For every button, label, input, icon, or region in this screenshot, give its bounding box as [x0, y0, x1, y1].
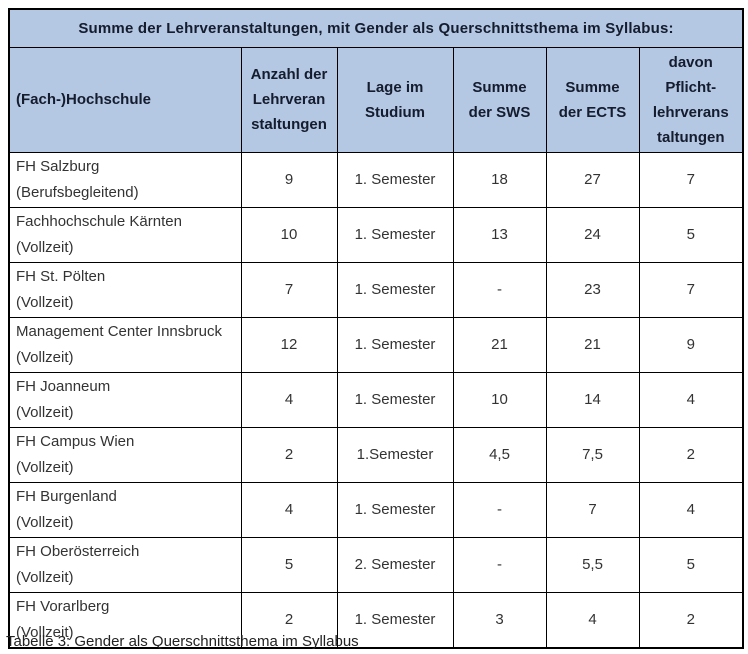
cell-ects: 5,5: [545, 536, 640, 593]
cell-anzahl: 10: [240, 206, 338, 263]
cell-anzahl: 4: [240, 371, 338, 428]
cell-school: FH Oberösterreich (Vollzeit): [8, 536, 242, 593]
table-row: FH Burgenland (Vollzeit) 4 1. Semester -…: [8, 481, 744, 538]
column-header-sws: Summe der SWS: [452, 46, 547, 153]
cell-pflicht: 2: [638, 591, 744, 648]
cell-sws: 10: [452, 371, 547, 428]
cell-sws: 4,5: [452, 426, 547, 483]
cell-lage: 1. Semester: [336, 481, 454, 538]
cell-ects: 4: [545, 591, 640, 648]
table-row: FH Salzburg (Berufsbegleitend) 9 1. Seme…: [8, 151, 744, 208]
cell-pflicht: 2: [638, 426, 744, 483]
cell-anzahl: 2: [240, 426, 338, 483]
cell-pflicht: 5: [638, 206, 744, 263]
cell-ects: 27: [545, 151, 640, 208]
cell-pflicht: 4: [638, 481, 744, 538]
table-row: Management Center Innsbruck (Vollzeit) 1…: [8, 316, 744, 373]
table-row: FH Joanneum (Vollzeit) 4 1. Semester 10 …: [8, 371, 744, 428]
column-header-pflicht: davon Pflicht- lehrverans taltungen: [638, 46, 744, 153]
table-row: Fachhochschule Kärnten (Vollzeit) 10 1. …: [8, 206, 744, 263]
table-title: Summe der Lehrveranstaltungen, mit Gende…: [8, 8, 744, 48]
cell-anzahl: 12: [240, 316, 338, 373]
cell-school: Fachhochschule Kärnten (Vollzeit): [8, 206, 242, 263]
table-row: FH Oberösterreich (Vollzeit) 5 2. Semest…: [8, 536, 744, 593]
cell-anzahl: 7: [240, 261, 338, 318]
cell-sws: -: [452, 261, 547, 318]
cell-ects: 7,5: [545, 426, 640, 483]
cell-school: FH Burgenland (Vollzeit): [8, 481, 242, 538]
cell-school: FH St. Pölten (Vollzeit): [8, 261, 242, 318]
cell-sws: 13: [452, 206, 547, 263]
cell-school: FH Vorarlberg (Vollzeit): [8, 591, 242, 648]
cell-lage: 1. Semester: [336, 371, 454, 428]
column-header-anzahl: Anzahl der Lehrveran staltungen: [240, 46, 338, 153]
cell-lage: 1. Semester: [336, 316, 454, 373]
cell-pflicht: 5: [638, 536, 744, 593]
cell-sws: -: [452, 536, 547, 593]
cell-school: Management Center Innsbruck (Vollzeit): [8, 316, 242, 373]
cell-lage: 1. Semester: [336, 261, 454, 318]
cell-pflicht: 7: [638, 261, 744, 318]
column-header-hochschule: (Fach-)Hochschule: [8, 46, 242, 153]
column-header-ects: Summe der ECTS: [545, 46, 640, 153]
cell-anzahl: 4: [240, 481, 338, 538]
cell-anzahl: 2: [240, 591, 338, 648]
column-header-lage: Lage im Studium: [336, 46, 454, 153]
cell-pflicht: 9: [638, 316, 744, 373]
cell-lage: 1. Semester: [336, 591, 454, 648]
cell-lage: 1.Semester: [336, 426, 454, 483]
cell-sws: 3: [452, 591, 547, 648]
table-row: FH Campus Wien (Vollzeit) 2 1.Semester 4…: [8, 426, 744, 483]
table-header-row: (Fach-)Hochschule Anzahl der Lehrveran s…: [8, 46, 744, 153]
cell-ects: 23: [545, 261, 640, 318]
cell-school: FH Joanneum (Vollzeit): [8, 371, 242, 428]
cell-ects: 24: [545, 206, 640, 263]
cell-pflicht: 4: [638, 371, 744, 428]
table-title-row: Summe der Lehrveranstaltungen, mit Gende…: [8, 8, 744, 48]
cell-lage: 1. Semester: [336, 206, 454, 263]
table-row: FH St. Pölten (Vollzeit) 7 1. Semester -…: [8, 261, 744, 318]
table-caption: Tabelle 3: Gender als Querschnittsthema …: [6, 633, 359, 650]
cell-anzahl: 9: [240, 151, 338, 208]
gender-syllabus-table: Summe der Lehrveranstaltungen, mit Gende…: [8, 8, 745, 649]
cell-sws: 18: [452, 151, 547, 208]
cell-school: FH Salzburg (Berufsbegleitend): [8, 151, 242, 208]
cell-ects: 7: [545, 481, 640, 538]
cell-sws: 21: [452, 316, 547, 373]
cell-school: FH Campus Wien (Vollzeit): [8, 426, 242, 483]
cell-sws: -: [452, 481, 547, 538]
cell-ects: 21: [545, 316, 640, 373]
cell-lage: 1. Semester: [336, 151, 454, 208]
cell-anzahl: 5: [240, 536, 338, 593]
cell-lage: 2. Semester: [336, 536, 454, 593]
table-row: FH Vorarlberg (Vollzeit) 2 1. Semester 3…: [8, 591, 744, 648]
cell-pflicht: 7: [638, 151, 744, 208]
cell-ects: 14: [545, 371, 640, 428]
